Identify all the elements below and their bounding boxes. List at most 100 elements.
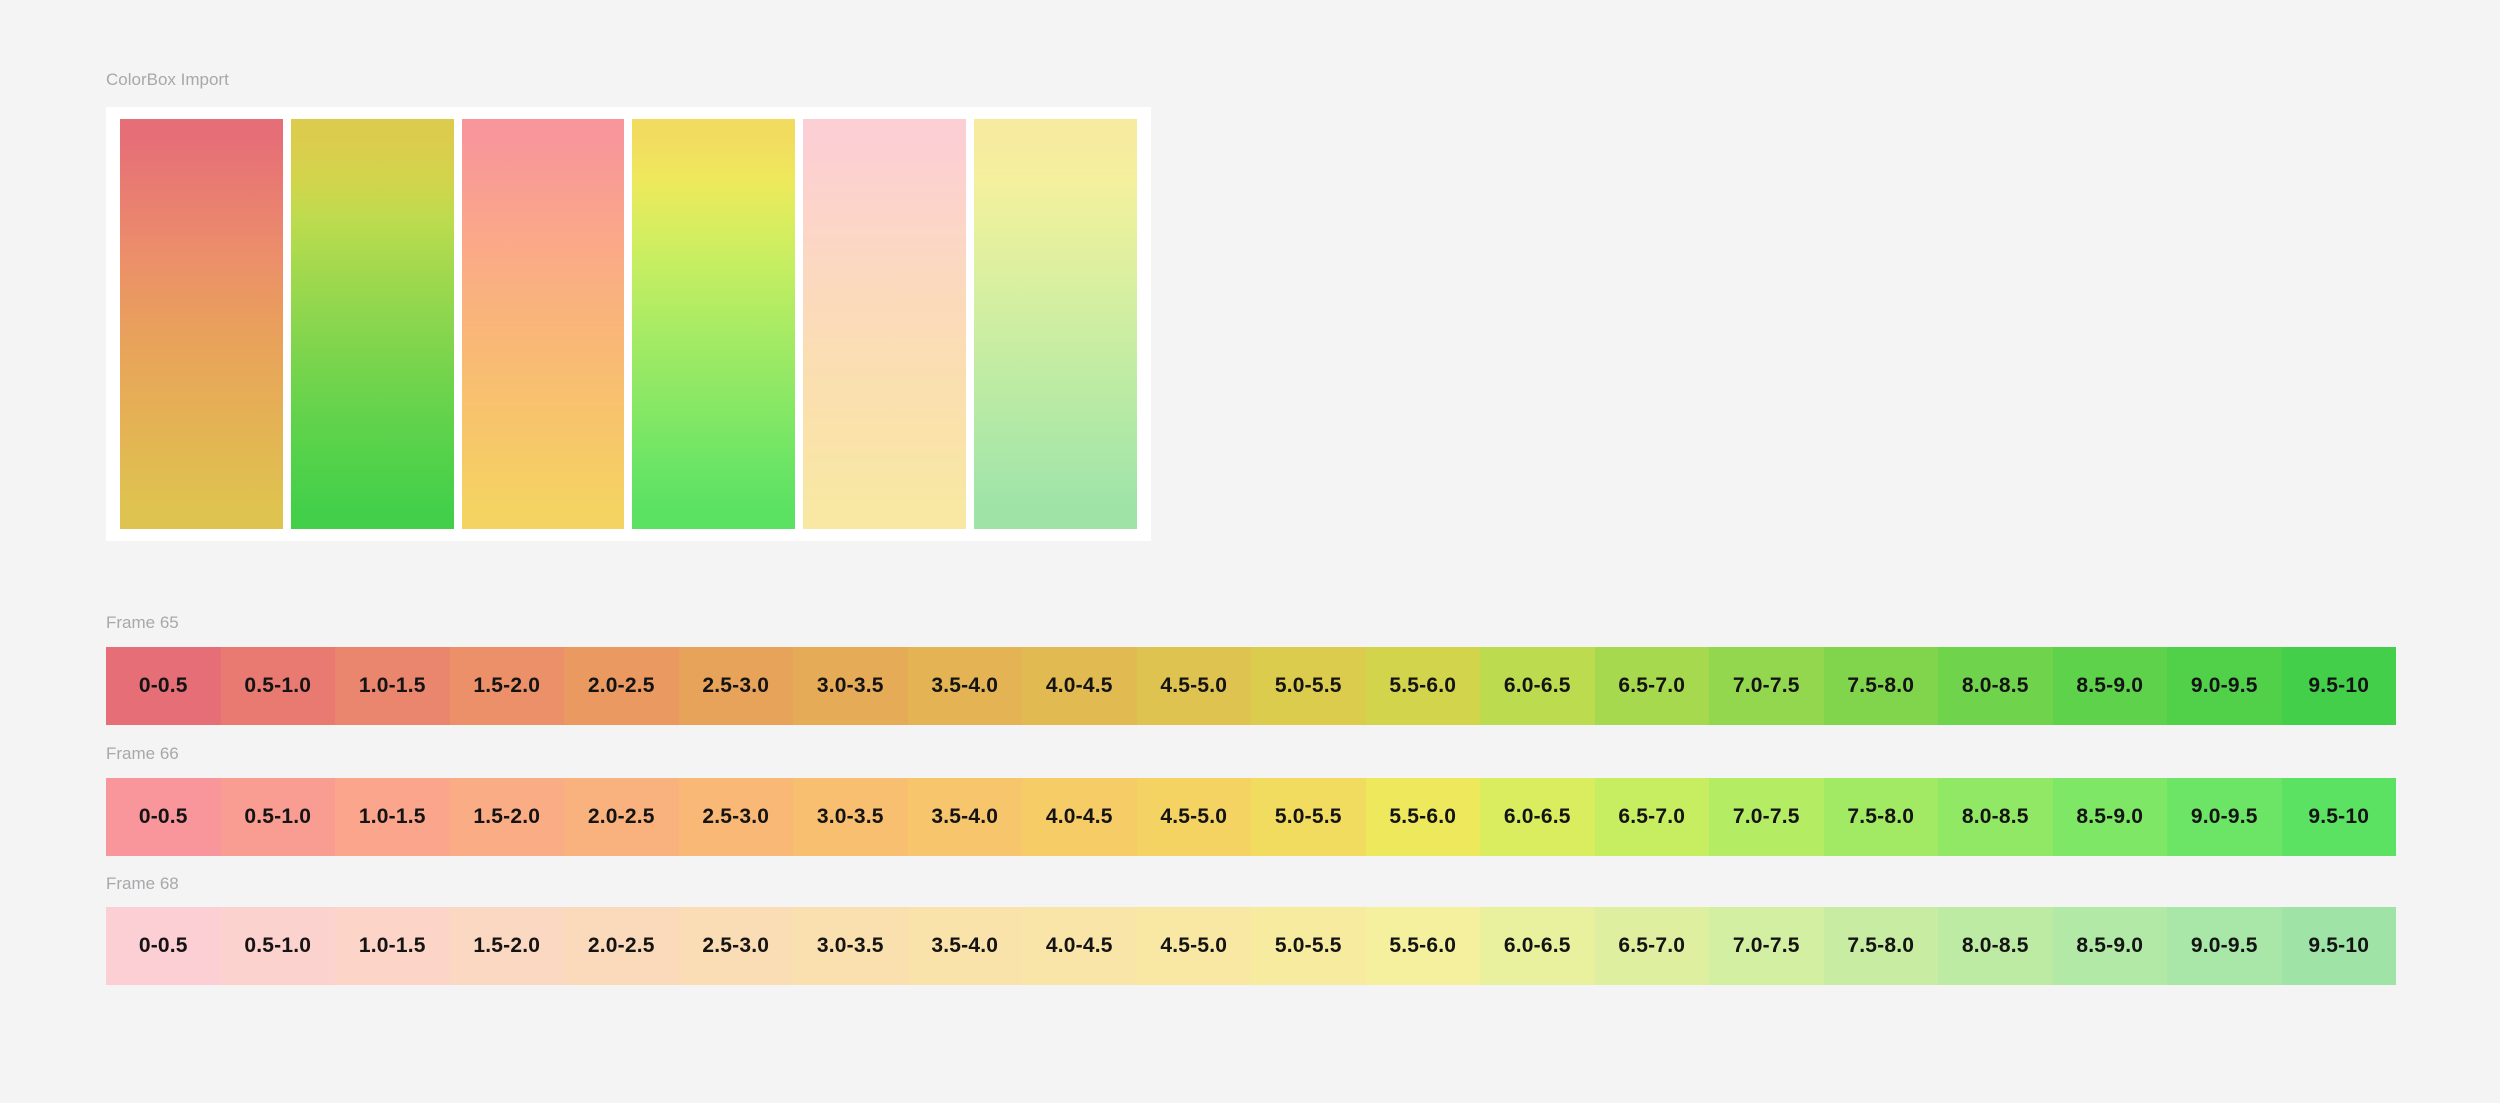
color-swatch[interactable]: 9.0-9.5 — [2167, 907, 2282, 985]
swatch-range-label: 0.5-1.0 — [244, 805, 312, 828]
swatch-range-label: 8.0-8.5 — [1961, 674, 2029, 697]
color-swatch[interactable]: 2.0-2.5 — [564, 907, 679, 985]
color-swatch[interactable]: 8.0-8.5 — [1938, 907, 2053, 985]
swatch-range-label: 6.0-6.5 — [1503, 674, 1571, 697]
color-swatch[interactable]: 8.5-9.0 — [2052, 778, 2167, 856]
swatch-range-label: 0-0.5 — [138, 805, 188, 828]
color-swatch[interactable]: 7.0-7.5 — [1709, 647, 1824, 725]
color-swatch[interactable]: 7.0-7.5 — [1709, 778, 1824, 856]
frame-title-frame-65[interactable]: Frame 65 — [106, 613, 179, 632]
swatch-range-label: 1.5-2.0 — [473, 805, 541, 828]
frame-title-frame-66[interactable]: Frame 66 — [106, 744, 179, 763]
color-swatch[interactable]: 4.0-4.5 — [1022, 647, 1137, 725]
swatch-range-label: 2.5-3.0 — [702, 674, 770, 697]
color-swatch[interactable]: 3.5-4.0 — [907, 907, 1022, 985]
color-swatch[interactable]: 4.5-5.0 — [1136, 907, 1251, 985]
swatch-range-label: 8.0-8.5 — [1961, 934, 2029, 957]
color-swatch[interactable]: 3.0-3.5 — [793, 647, 908, 725]
color-swatch[interactable]: 3.0-3.5 — [793, 778, 908, 856]
color-swatch[interactable]: 2.0-2.5 — [564, 647, 679, 725]
swatch-range-label: 0.5-1.0 — [244, 934, 312, 957]
color-swatch[interactable]: 6.0-6.5 — [1480, 647, 1595, 725]
color-swatch[interactable]: 9.5-10 — [2281, 907, 2396, 985]
color-swatch[interactable]: 3.5-4.0 — [907, 647, 1022, 725]
color-swatch[interactable]: 7.5-8.0 — [1823, 907, 1938, 985]
color-swatch[interactable]: 0.5-1.0 — [220, 647, 335, 725]
swatch-range-label: 6.0-6.5 — [1503, 805, 1571, 828]
swatch-range-label: 7.0-7.5 — [1732, 934, 1800, 957]
color-swatch[interactable]: 1.0-1.5 — [335, 907, 450, 985]
color-swatch[interactable]: 8.0-8.5 — [1938, 778, 2053, 856]
color-swatch[interactable]: 8.5-9.0 — [2052, 907, 2167, 985]
swatch-range-label: 7.5-8.0 — [1847, 674, 1915, 697]
swatch-range-label: 3.0-3.5 — [816, 805, 884, 828]
color-swatch[interactable]: 6.0-6.5 — [1480, 778, 1595, 856]
color-swatch[interactable]: 3.0-3.5 — [793, 907, 908, 985]
color-swatch[interactable]: 7.5-8.0 — [1823, 647, 1938, 725]
frame-title-frame-68[interactable]: Frame 68 — [106, 874, 179, 893]
swatch-range-label: 5.5-6.0 — [1389, 674, 1457, 697]
frame-title-colorbox-import[interactable]: ColorBox Import — [106, 70, 229, 89]
color-swatch[interactable]: 1.0-1.5 — [335, 647, 450, 725]
color-swatch[interactable]: 7.5-8.0 — [1823, 778, 1938, 856]
color-swatch[interactable]: 0-0.5 — [106, 778, 221, 856]
color-swatch[interactable]: 8.5-9.0 — [2052, 647, 2167, 725]
swatch-range-label: 4.0-4.5 — [1045, 934, 1113, 957]
colorbox-import-frame[interactable] — [106, 107, 1151, 541]
color-swatch[interactable]: 9.5-10 — [2281, 778, 2396, 856]
color-swatch[interactable]: 0-0.5 — [106, 647, 221, 725]
score-strip-frame-65[interactable]: 0-0.5 0.5-1.0 1.0-1.5 1.5-2.0 2.0-2.5 2.5-3.0… — [106, 647, 2396, 725]
color-swatch[interactable]: 4.5-5.0 — [1136, 647, 1251, 725]
color-swatch[interactable]: 1.0-1.5 — [335, 778, 450, 856]
gradient-column-frame68-low[interactable] — [803, 119, 967, 529]
color-swatch[interactable]: 4.5-5.0 — [1136, 778, 1251, 856]
color-swatch[interactable]: 1.5-2.0 — [449, 907, 564, 985]
swatch-range-label: 6.5-7.0 — [1618, 674, 1686, 697]
color-swatch[interactable]: 7.0-7.5 — [1709, 907, 1824, 985]
gradient-column-frame65-low[interactable] — [120, 119, 283, 529]
color-swatch[interactable]: 5.5-6.0 — [1365, 778, 1480, 856]
color-swatch[interactable]: 0-0.5 — [106, 907, 221, 985]
color-swatch[interactable]: 1.5-2.0 — [449, 778, 564, 856]
score-strip-frame-66[interactable]: 0-0.5 0.5-1.0 1.0-1.5 1.5-2.0 2.0-2.5 2.5-3.0… — [106, 778, 2396, 856]
swatch-range-label: 0-0.5 — [138, 934, 188, 957]
gradient-column-frame68-high[interactable] — [974, 119, 1137, 529]
gradient-column-frame65-high[interactable] — [290, 119, 454, 529]
score-strip-frame-68[interactable]: 0-0.5 0.5-1.0 1.0-1.5 1.5-2.0 2.0-2.5 2.5-3.0… — [106, 907, 2396, 985]
color-swatch[interactable]: 6.5-7.0 — [1594, 647, 1709, 725]
gradient-column-frame66-high[interactable] — [632, 119, 796, 529]
swatch-range-label: 3.5-4.0 — [931, 674, 999, 697]
color-swatch[interactable]: 5.5-6.0 — [1365, 647, 1480, 725]
swatch-range-label: 4.5-5.0 — [1160, 934, 1228, 957]
color-swatch[interactable]: 0.5-1.0 — [220, 907, 335, 985]
color-swatch[interactable]: 9.0-9.5 — [2167, 647, 2282, 725]
swatch-range-label: 3.5-4.0 — [931, 934, 999, 957]
color-swatch[interactable]: 8.0-8.5 — [1938, 647, 2053, 725]
color-swatch[interactable]: 2.5-3.0 — [678, 778, 793, 856]
color-swatch[interactable]: 5.5-6.0 — [1365, 907, 1480, 985]
swatch-range-label: 8.5-9.0 — [2076, 674, 2144, 697]
color-swatch[interactable]: 6.5-7.0 — [1594, 778, 1709, 856]
color-swatch[interactable]: 6.0-6.5 — [1480, 907, 1595, 985]
color-swatch[interactable]: 2.5-3.0 — [678, 907, 793, 985]
color-swatch[interactable]: 5.0-5.5 — [1251, 778, 1366, 856]
color-swatch[interactable]: 5.0-5.5 — [1251, 907, 1366, 985]
color-swatch[interactable]: 2.5-3.0 — [678, 647, 793, 725]
color-swatch[interactable]: 2.0-2.5 — [564, 778, 679, 856]
swatch-range-label: 4.0-4.5 — [1045, 805, 1113, 828]
color-swatch[interactable]: 9.5-10 — [2281, 647, 2396, 725]
color-swatch[interactable]: 4.0-4.5 — [1022, 778, 1137, 856]
color-swatch[interactable]: 5.0-5.5 — [1251, 647, 1366, 725]
swatch-range-label: 9.0-9.5 — [2190, 805, 2258, 828]
color-swatch[interactable]: 1.5-2.0 — [449, 647, 564, 725]
color-swatch[interactable]: 0.5-1.0 — [220, 778, 335, 856]
swatch-range-label: 2.0-2.5 — [587, 805, 655, 828]
swatch-range-label: 7.0-7.5 — [1732, 674, 1800, 697]
color-swatch[interactable]: 4.0-4.5 — [1022, 907, 1137, 985]
swatch-range-label: 1.5-2.0 — [473, 934, 541, 957]
color-swatch[interactable]: 6.5-7.0 — [1594, 907, 1709, 985]
gradient-column-frame66-low[interactable] — [461, 119, 625, 529]
color-swatch[interactable]: 9.0-9.5 — [2167, 778, 2282, 856]
color-swatch[interactable]: 3.5-4.0 — [907, 778, 1022, 856]
